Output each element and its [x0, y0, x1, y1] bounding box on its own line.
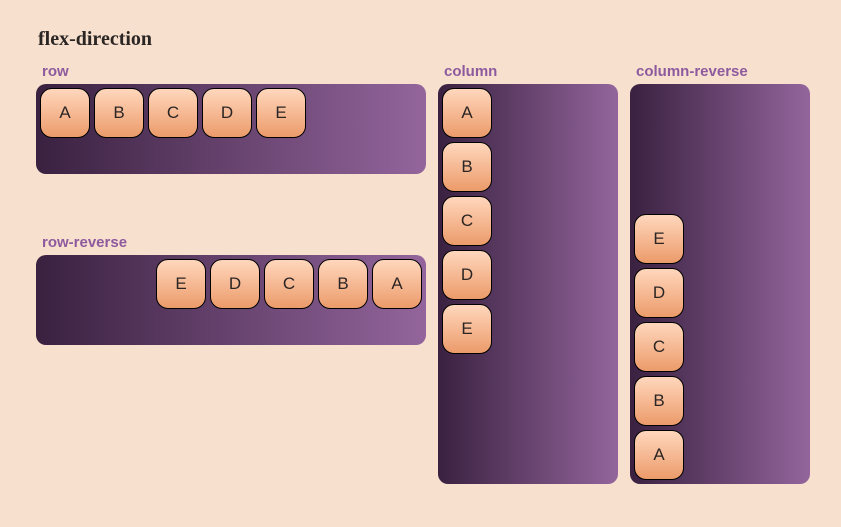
flex-item: D [202, 88, 252, 138]
flex-item: A [372, 259, 422, 309]
flex-item: C [442, 196, 492, 246]
flex-item: D [210, 259, 260, 309]
flex-container-column: ABCDE [438, 84, 618, 484]
page-title: flex-direction [38, 28, 805, 51]
flex-item: C [634, 322, 684, 372]
flex-item: E [156, 259, 206, 309]
flex-item: B [94, 88, 144, 138]
flex-item: B [634, 376, 684, 426]
flex-item: A [442, 88, 492, 138]
flex-item: E [442, 304, 492, 354]
flex-item: D [634, 268, 684, 318]
flex-item: A [40, 88, 90, 138]
flex-container-row-reverse: ABCDE [36, 255, 426, 345]
panel-label-column-reverse: column-reverse [636, 63, 810, 80]
flex-item: D [442, 250, 492, 300]
flex-container-row: ABCDE [36, 84, 426, 174]
flex-item: C [148, 88, 198, 138]
flex-item: E [634, 214, 684, 264]
flex-container-column-reverse: ABCDE [630, 84, 810, 484]
panel-label-column: column [444, 63, 618, 80]
flex-item: C [264, 259, 314, 309]
panel-label-row: row [42, 63, 426, 80]
flex-item: A [634, 430, 684, 480]
diagram-layout: row ABCDE row-reverse ABCDE column ABCDE… [36, 57, 805, 484]
flex-item: B [318, 259, 368, 309]
column-block: column ABCDE [438, 57, 618, 484]
panel-label-row-reverse: row-reverse [42, 234, 426, 251]
flex-item: E [256, 88, 306, 138]
flex-item: B [442, 142, 492, 192]
left-column: row ABCDE row-reverse ABCDE [36, 57, 426, 345]
column-reverse-block: column-reverse ABCDE [630, 57, 810, 484]
